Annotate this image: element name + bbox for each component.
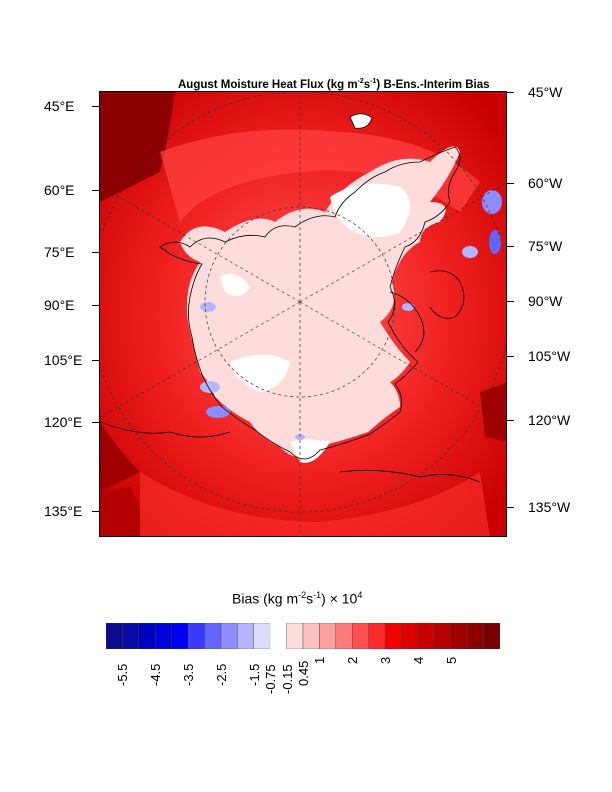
colorbar-box (335, 623, 353, 649)
colorbar-box (368, 623, 386, 649)
colorbar-tick-label: 2 (345, 656, 361, 664)
island (349, 113, 373, 129)
colorbar-box (352, 623, 369, 649)
colorbar-tick-label: 0.45 (296, 660, 311, 686)
colorbar-box (450, 623, 468, 649)
colorbar-box (302, 623, 320, 649)
negative-bias-patch (482, 190, 502, 214)
zero-bias-region (330, 183, 410, 237)
light-red-region (160, 129, 480, 222)
longitude-label-right: 135°W (528, 499, 571, 515)
longitude-label-right: 45°W (528, 84, 563, 100)
longitude-label-left: 45°E (44, 98, 75, 114)
colorbar-box (220, 623, 238, 649)
colorbar-tick-label: 4 (410, 656, 426, 664)
longitude-label-left: 60°E (44, 182, 75, 198)
longitude-label-left: 105°E (44, 352, 83, 368)
colorbar-tick-label: -4.5 (148, 663, 164, 686)
longitude-label-right: 60°W (528, 175, 563, 191)
negative-bias-patch (462, 246, 478, 258)
colorbar-tick-label: -5.5 (115, 663, 131, 686)
colorbar-box (417, 623, 435, 649)
plot-title: August Moisture Heat Flux (kg m-2s-1) B-… (178, 78, 490, 91)
colorbar-box (483, 623, 500, 649)
zero-bias-region (290, 439, 330, 463)
coastline (429, 270, 465, 319)
negative-bias-patch (402, 303, 414, 311)
colorbar-box (401, 623, 419, 649)
zero-bias-region (230, 354, 290, 392)
colorbar-box (466, 623, 484, 649)
longitude-label-left: 120°E (44, 414, 83, 430)
coastline (100, 421, 231, 438)
zero-bias-region (220, 273, 250, 296)
colorbar-title: Bias (kg m-2s-1) × 104 (232, 590, 363, 607)
colorbar-box (204, 623, 222, 649)
colorbar-tick-label: 5 (443, 656, 459, 664)
colorbar-tick-label: -0.15 (279, 663, 295, 694)
longitude-label-left: 90°E (44, 297, 75, 313)
colorbar-box (384, 623, 402, 649)
colorbar-tick-label: -3.5 (181, 663, 197, 686)
colorbar-box (237, 623, 254, 649)
longitude-label-right: 75°W (528, 238, 563, 254)
longitude-label-right: 105°W (528, 348, 571, 364)
dark-red-region (480, 382, 506, 442)
colorbar-box (187, 623, 205, 649)
graticule (100, 92, 506, 536)
colorbar-box (106, 623, 123, 649)
colorbar-tick-label: -0.75 (263, 663, 279, 694)
map-plot (99, 91, 507, 537)
negative-bias-patch (200, 302, 216, 312)
colorbar-tick-label: -2.5 (213, 663, 229, 686)
dark-red-region (100, 487, 142, 536)
colorbar-box (434, 623, 451, 649)
colorbar-tick-label: 3 (378, 656, 394, 664)
colorbar-box (138, 623, 156, 649)
coastline (159, 146, 461, 460)
negative-bias-patch (200, 381, 220, 393)
coastline (339, 469, 481, 483)
colorbar-box (270, 623, 287, 649)
dark-red-region (100, 92, 175, 202)
map-canvas (100, 92, 506, 536)
colorbar-box (122, 623, 140, 649)
colorbar-tick-label: -1.5 (246, 663, 262, 686)
colorbar-box (319, 623, 337, 649)
light-red-region (140, 472, 490, 536)
dark-red-region (100, 422, 140, 492)
colorbar-box (155, 623, 172, 649)
colorbar-tick-label: 1 (312, 656, 328, 664)
longitude-label-right: 120°W (528, 412, 571, 428)
negative-bias-patch (489, 230, 501, 254)
colorbar-box (253, 623, 271, 649)
negative-bias-patch (206, 406, 230, 418)
colorbar-box (286, 623, 304, 649)
colorbar-box (171, 623, 189, 649)
longitude-label-right: 90°W (528, 293, 563, 309)
longitude-label-left: 75°E (44, 244, 75, 260)
coastline (389, 291, 425, 353)
longitude-label-left: 135°E (44, 503, 83, 519)
colorbar (106, 623, 500, 649)
